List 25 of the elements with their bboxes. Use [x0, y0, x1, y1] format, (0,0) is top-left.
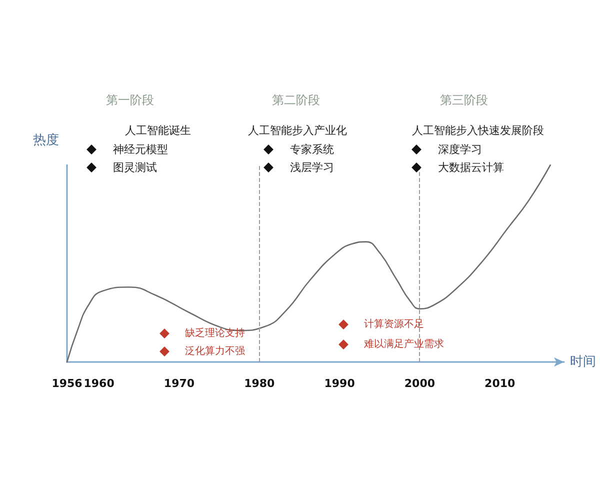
x-tick-label: 2000: [404, 377, 436, 390]
annotation: 泛化算力不强: [185, 344, 245, 358]
text: 第一阶段: [106, 92, 154, 109]
x-tick-label: 1956: [52, 377, 83, 390]
annotation: 计算资源不足: [364, 318, 424, 331]
annotation: 图灵测试: [113, 160, 157, 175]
annotation: 缺乏理论支持: [185, 326, 245, 340]
text: 人工智能步入产业化: [248, 123, 347, 138]
annotation: 难以满足产业需求: [364, 338, 444, 351]
y-axis-title: 热度: [33, 132, 59, 148]
text: 第二阶段: [272, 92, 320, 109]
annotation: 大数据云计算: [438, 160, 504, 175]
x-tick-label: 2010: [484, 377, 516, 390]
text: 专家系统: [290, 142, 334, 157]
text: 神经元模型: [113, 142, 168, 157]
text: 人工智能步入快速发展阶段: [412, 123, 544, 138]
text: 深度学习: [438, 142, 482, 157]
x-tick-label: 1980: [244, 377, 276, 390]
x-tick-label: 1960: [84, 377, 115, 390]
text: 人工智能诞生: [125, 123, 191, 138]
annotation: 浅层学习: [290, 160, 334, 175]
text: 第三阶段: [440, 92, 488, 109]
x-tick-label: 1990: [324, 377, 356, 390]
x-axis-title: 时间: [570, 354, 596, 370]
x-tick-label: 1970: [164, 377, 195, 390]
